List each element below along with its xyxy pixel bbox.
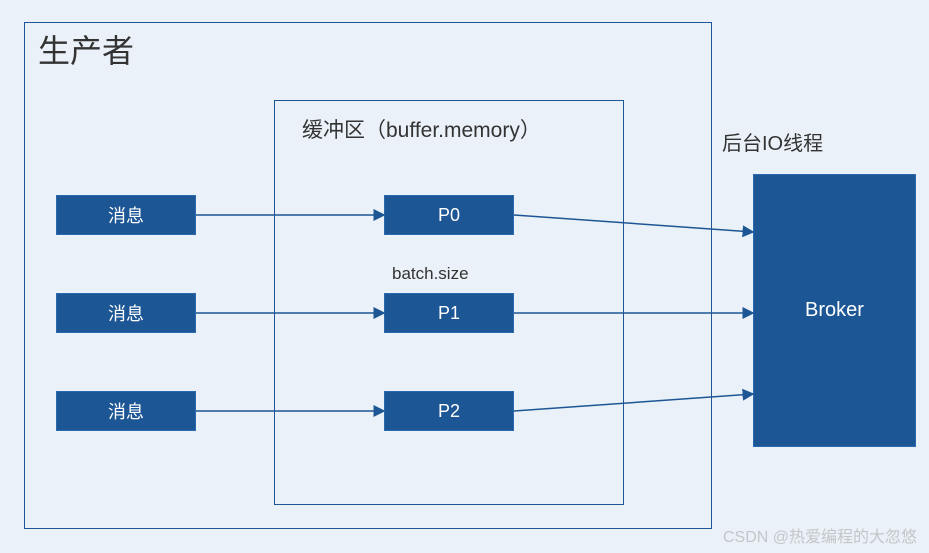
partition-label: P1: [438, 303, 460, 324]
kafka-producer-diagram: 生产者 缓冲区（buffer.memory） 后台IO线程 batch.size…: [0, 0, 929, 553]
message-label: 消息: [108, 398, 144, 424]
partition-box: P2: [384, 391, 514, 431]
partition-label: P0: [438, 205, 460, 226]
message-box: 消息: [56, 293, 196, 333]
watermark: CSDN @热爱编程的大忽悠: [723, 523, 917, 547]
broker-box: Broker: [753, 174, 916, 447]
buffer-title: 缓冲区（buffer.memory）: [302, 114, 541, 144]
message-label: 消息: [108, 300, 144, 326]
producer-title: 生产者: [38, 26, 134, 72]
partition-box: P0: [384, 195, 514, 235]
io-thread-label: 后台IO线程: [722, 127, 823, 156]
broker-label: Broker: [805, 299, 864, 322]
partition-label: P2: [438, 401, 460, 422]
message-label: 消息: [108, 202, 144, 228]
message-box: 消息: [56, 195, 196, 235]
partition-box: P1: [384, 293, 514, 333]
batch-size-label: batch.size: [392, 264, 469, 284]
message-box: 消息: [56, 391, 196, 431]
